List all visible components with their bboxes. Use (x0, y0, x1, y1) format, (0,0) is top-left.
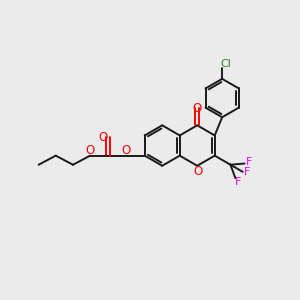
Text: O: O (98, 131, 108, 144)
Text: Cl: Cl (220, 59, 231, 69)
Text: O: O (122, 144, 131, 157)
Text: F: F (244, 167, 251, 177)
Text: O: O (193, 102, 202, 115)
Text: F: F (246, 157, 252, 167)
Text: O: O (194, 165, 203, 178)
Text: F: F (235, 177, 242, 187)
Text: O: O (85, 144, 94, 157)
